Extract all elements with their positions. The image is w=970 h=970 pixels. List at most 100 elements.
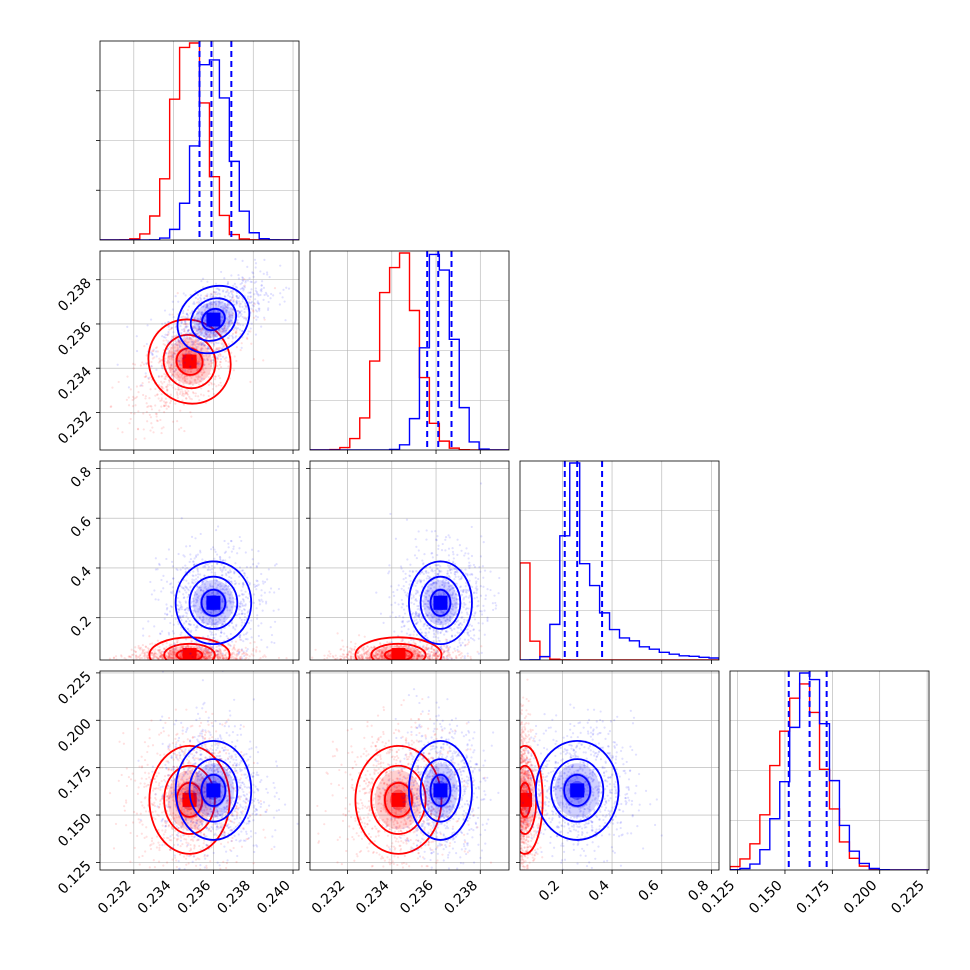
sample-point bbox=[173, 655, 176, 658]
sample-point bbox=[411, 657, 414, 660]
sample-point bbox=[234, 657, 237, 660]
sample-point bbox=[436, 649, 439, 653]
sample-point bbox=[188, 350, 191, 353]
sample-point bbox=[194, 290, 197, 293]
sample-point bbox=[153, 625, 156, 628]
sample-point bbox=[230, 653, 233, 656]
sample-point bbox=[154, 346, 157, 350]
sample-point bbox=[416, 651, 420, 654]
sample-point bbox=[206, 651, 209, 654]
sample-point bbox=[170, 356, 173, 360]
sample-point bbox=[415, 657, 419, 660]
sample-point bbox=[165, 580, 169, 583]
sample-point bbox=[211, 591, 214, 595]
sample-point bbox=[174, 644, 177, 647]
sample-point bbox=[161, 375, 164, 378]
sample-point bbox=[114, 655, 118, 658]
sample-point bbox=[205, 651, 209, 654]
sample-point bbox=[204, 654, 207, 657]
sample-point bbox=[161, 335, 164, 338]
sample-point bbox=[174, 334, 177, 338]
sample-point bbox=[195, 601, 198, 604]
sample-point bbox=[184, 352, 188, 356]
sample-point bbox=[437, 653, 440, 656]
sample-point bbox=[210, 592, 213, 595]
sample-point bbox=[158, 562, 161, 565]
sample-point bbox=[238, 594, 241, 597]
sample-point bbox=[226, 306, 229, 310]
sample-point bbox=[386, 654, 389, 657]
sample-point bbox=[163, 377, 166, 380]
sample-point bbox=[184, 356, 187, 359]
sample-point bbox=[253, 585, 257, 589]
sample-point bbox=[417, 613, 420, 616]
sample-point bbox=[207, 654, 210, 658]
sample-point bbox=[235, 303, 238, 306]
sample-point bbox=[210, 651, 213, 654]
sample-point bbox=[222, 612, 225, 615]
sample-point bbox=[161, 364, 164, 367]
sample-point bbox=[201, 636, 204, 639]
sample-point bbox=[202, 328, 205, 332]
sample-point bbox=[184, 647, 187, 651]
sample-point bbox=[208, 655, 211, 658]
sample-point bbox=[206, 657, 210, 660]
sample-point bbox=[231, 295, 234, 298]
sample-point bbox=[220, 652, 223, 655]
sample-point bbox=[224, 331, 228, 334]
sample-point bbox=[469, 564, 472, 567]
sample-point bbox=[203, 363, 206, 366]
sample-point bbox=[166, 606, 169, 610]
sample-point bbox=[154, 394, 157, 397]
sample-point bbox=[434, 653, 437, 656]
sample-point bbox=[226, 282, 229, 286]
sample-point bbox=[234, 598, 237, 601]
sample-point bbox=[184, 337, 187, 340]
sample-point bbox=[389, 655, 392, 658]
sample-point bbox=[161, 322, 164, 325]
sample-point bbox=[238, 311, 242, 314]
sample-point bbox=[198, 654, 201, 657]
sample-point bbox=[173, 346, 176, 349]
sample-point bbox=[207, 355, 210, 358]
sample-point bbox=[233, 653, 236, 656]
sample-point bbox=[230, 321, 234, 324]
sample-point bbox=[178, 616, 182, 619]
sample-point bbox=[117, 380, 120, 384]
sample-point bbox=[174, 368, 178, 371]
sample-point bbox=[249, 295, 252, 298]
sample-point bbox=[160, 590, 163, 593]
sample-point bbox=[222, 328, 225, 331]
sample-point bbox=[191, 578, 194, 581]
sample-point bbox=[219, 658, 222, 660]
sample-point bbox=[159, 632, 162, 635]
sample-point bbox=[357, 655, 360, 658]
sample-point bbox=[199, 586, 203, 589]
sample-point bbox=[227, 599, 230, 602]
sample-point bbox=[424, 603, 428, 606]
sample-point bbox=[240, 655, 243, 658]
sample-point bbox=[195, 345, 198, 349]
sample-point bbox=[171, 565, 175, 568]
sample-point bbox=[139, 656, 142, 660]
contour-line bbox=[354, 636, 443, 660]
sample-point bbox=[215, 621, 218, 624]
sample-point bbox=[210, 341, 213, 345]
density-peak bbox=[206, 595, 221, 610]
sample-point bbox=[254, 333, 258, 336]
sample-point bbox=[167, 359, 170, 363]
sample-point bbox=[456, 594, 460, 597]
sample-point bbox=[437, 636, 440, 639]
sample-point bbox=[382, 648, 386, 652]
sample-point bbox=[177, 388, 180, 391]
sample-point bbox=[452, 557, 455, 560]
sample-point bbox=[410, 658, 413, 660]
sample-point bbox=[267, 300, 270, 304]
sample-point bbox=[209, 651, 212, 655]
sample-point bbox=[196, 340, 199, 343]
sample-point bbox=[446, 646, 449, 649]
sample-point bbox=[205, 651, 208, 654]
sample-point bbox=[220, 315, 223, 318]
sample-point bbox=[257, 634, 260, 638]
sample-point bbox=[183, 596, 186, 599]
